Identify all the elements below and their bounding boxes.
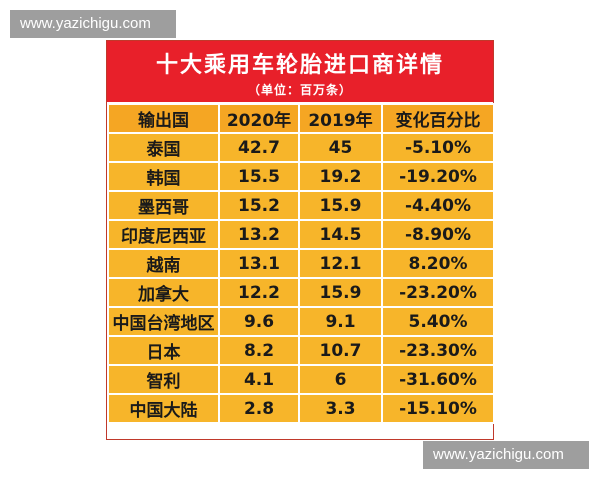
cell-2019: 3.3 — [298, 393, 383, 424]
table-row: 印度尼西亚 13.2 14.5 -8.90% — [107, 219, 495, 250]
cell-2020: 2.8 — [218, 393, 300, 424]
cell-country: 越南 — [107, 248, 220, 279]
header-row: 输出国 2020年 2019年 变化百分比 — [107, 103, 495, 134]
cell-2020: 8.2 — [218, 335, 300, 366]
tire-import-table-card: 十大乘用车轮胎进口商详情 （单位：百万条） 输出国 2020年 2019年 变化… — [106, 40, 495, 440]
cell-change: -19.20% — [381, 161, 495, 192]
header-2019: 2019年 — [298, 103, 383, 134]
table-row: 墨西哥 15.2 15.9 -4.40% — [107, 190, 495, 221]
cell-2019: 6 — [298, 364, 383, 395]
watermark-top: www.yazichigu.com — [10, 10, 176, 38]
table-row: 泰国 42.7 45 -5.10% — [107, 132, 495, 163]
cell-2019: 14.5 — [298, 219, 383, 250]
cell-2020: 15.5 — [218, 161, 300, 192]
cell-2020: 13.2 — [218, 219, 300, 250]
table-row: 韩国 15.5 19.2 -19.20% — [107, 161, 495, 192]
table-row: 日本 8.2 10.7 -23.30% — [107, 335, 495, 366]
cell-country: 印度尼西亚 — [107, 219, 220, 250]
cell-change: 8.20% — [381, 248, 495, 279]
header-country: 输出国 — [107, 103, 220, 134]
cell-country: 泰国 — [107, 132, 220, 163]
cell-change: 5.40% — [381, 306, 495, 337]
cell-2020: 12.2 — [218, 277, 300, 308]
cell-2019: 15.9 — [298, 190, 383, 221]
cell-country: 中国台湾地区 — [107, 306, 220, 337]
table-row: 加拿大 12.2 15.9 -23.20% — [107, 277, 495, 308]
cell-2020: 13.1 — [218, 248, 300, 279]
title-banner: 十大乘用车轮胎进口商详情 （单位：百万条） — [107, 41, 493, 102]
table-row: 中国台湾地区 9.6 9.1 5.40% — [107, 306, 495, 337]
cell-2019: 10.7 — [298, 335, 383, 366]
table-row: 越南 13.1 12.1 8.20% — [107, 248, 495, 279]
cell-country: 智利 — [107, 364, 220, 395]
cell-2020: 4.1 — [218, 364, 300, 395]
cell-2019: 9.1 — [298, 306, 383, 337]
cell-2019: 45 — [298, 132, 383, 163]
watermark-bottom: www.yazichigu.com — [423, 441, 589, 469]
cell-country: 中国大陆 — [107, 393, 220, 424]
cell-change: -23.30% — [381, 335, 495, 366]
cell-country: 日本 — [107, 335, 220, 366]
table-subtitle: （单位：百万条） — [247, 83, 352, 97]
cell-2019: 15.9 — [298, 277, 383, 308]
cell-2020: 9.6 — [218, 306, 300, 337]
cell-2019: 12.1 — [298, 248, 383, 279]
table-title: 十大乘用车轮胎进口商详情 — [155, 53, 444, 78]
cell-2019: 19.2 — [298, 161, 383, 192]
data-table: 输出国 2020年 2019年 变化百分比 泰国 42.7 45 -5.10% 韩国 15… — [107, 103, 495, 424]
cell-2020: 42.7 — [218, 132, 300, 163]
table-row: 中国大陆 2.8 3.3 -15.10% — [107, 393, 495, 424]
cell-country: 墨西哥 — [107, 190, 220, 221]
cell-change: -23.20% — [381, 277, 495, 308]
header-change: 变化百分比 — [381, 103, 495, 134]
cell-2020: 15.2 — [218, 190, 300, 221]
cell-change: -4.40% — [381, 190, 495, 221]
cell-change: -31.60% — [381, 364, 495, 395]
cell-change: -8.90% — [381, 219, 495, 250]
header-2020: 2020年 — [218, 103, 300, 134]
cell-country: 韩国 — [107, 161, 220, 192]
table-row: 智利 4.1 6 -31.60% — [107, 364, 495, 395]
cell-change: -15.10% — [381, 393, 495, 424]
cell-change: -5.10% — [381, 132, 495, 163]
cell-country: 加拿大 — [107, 277, 220, 308]
